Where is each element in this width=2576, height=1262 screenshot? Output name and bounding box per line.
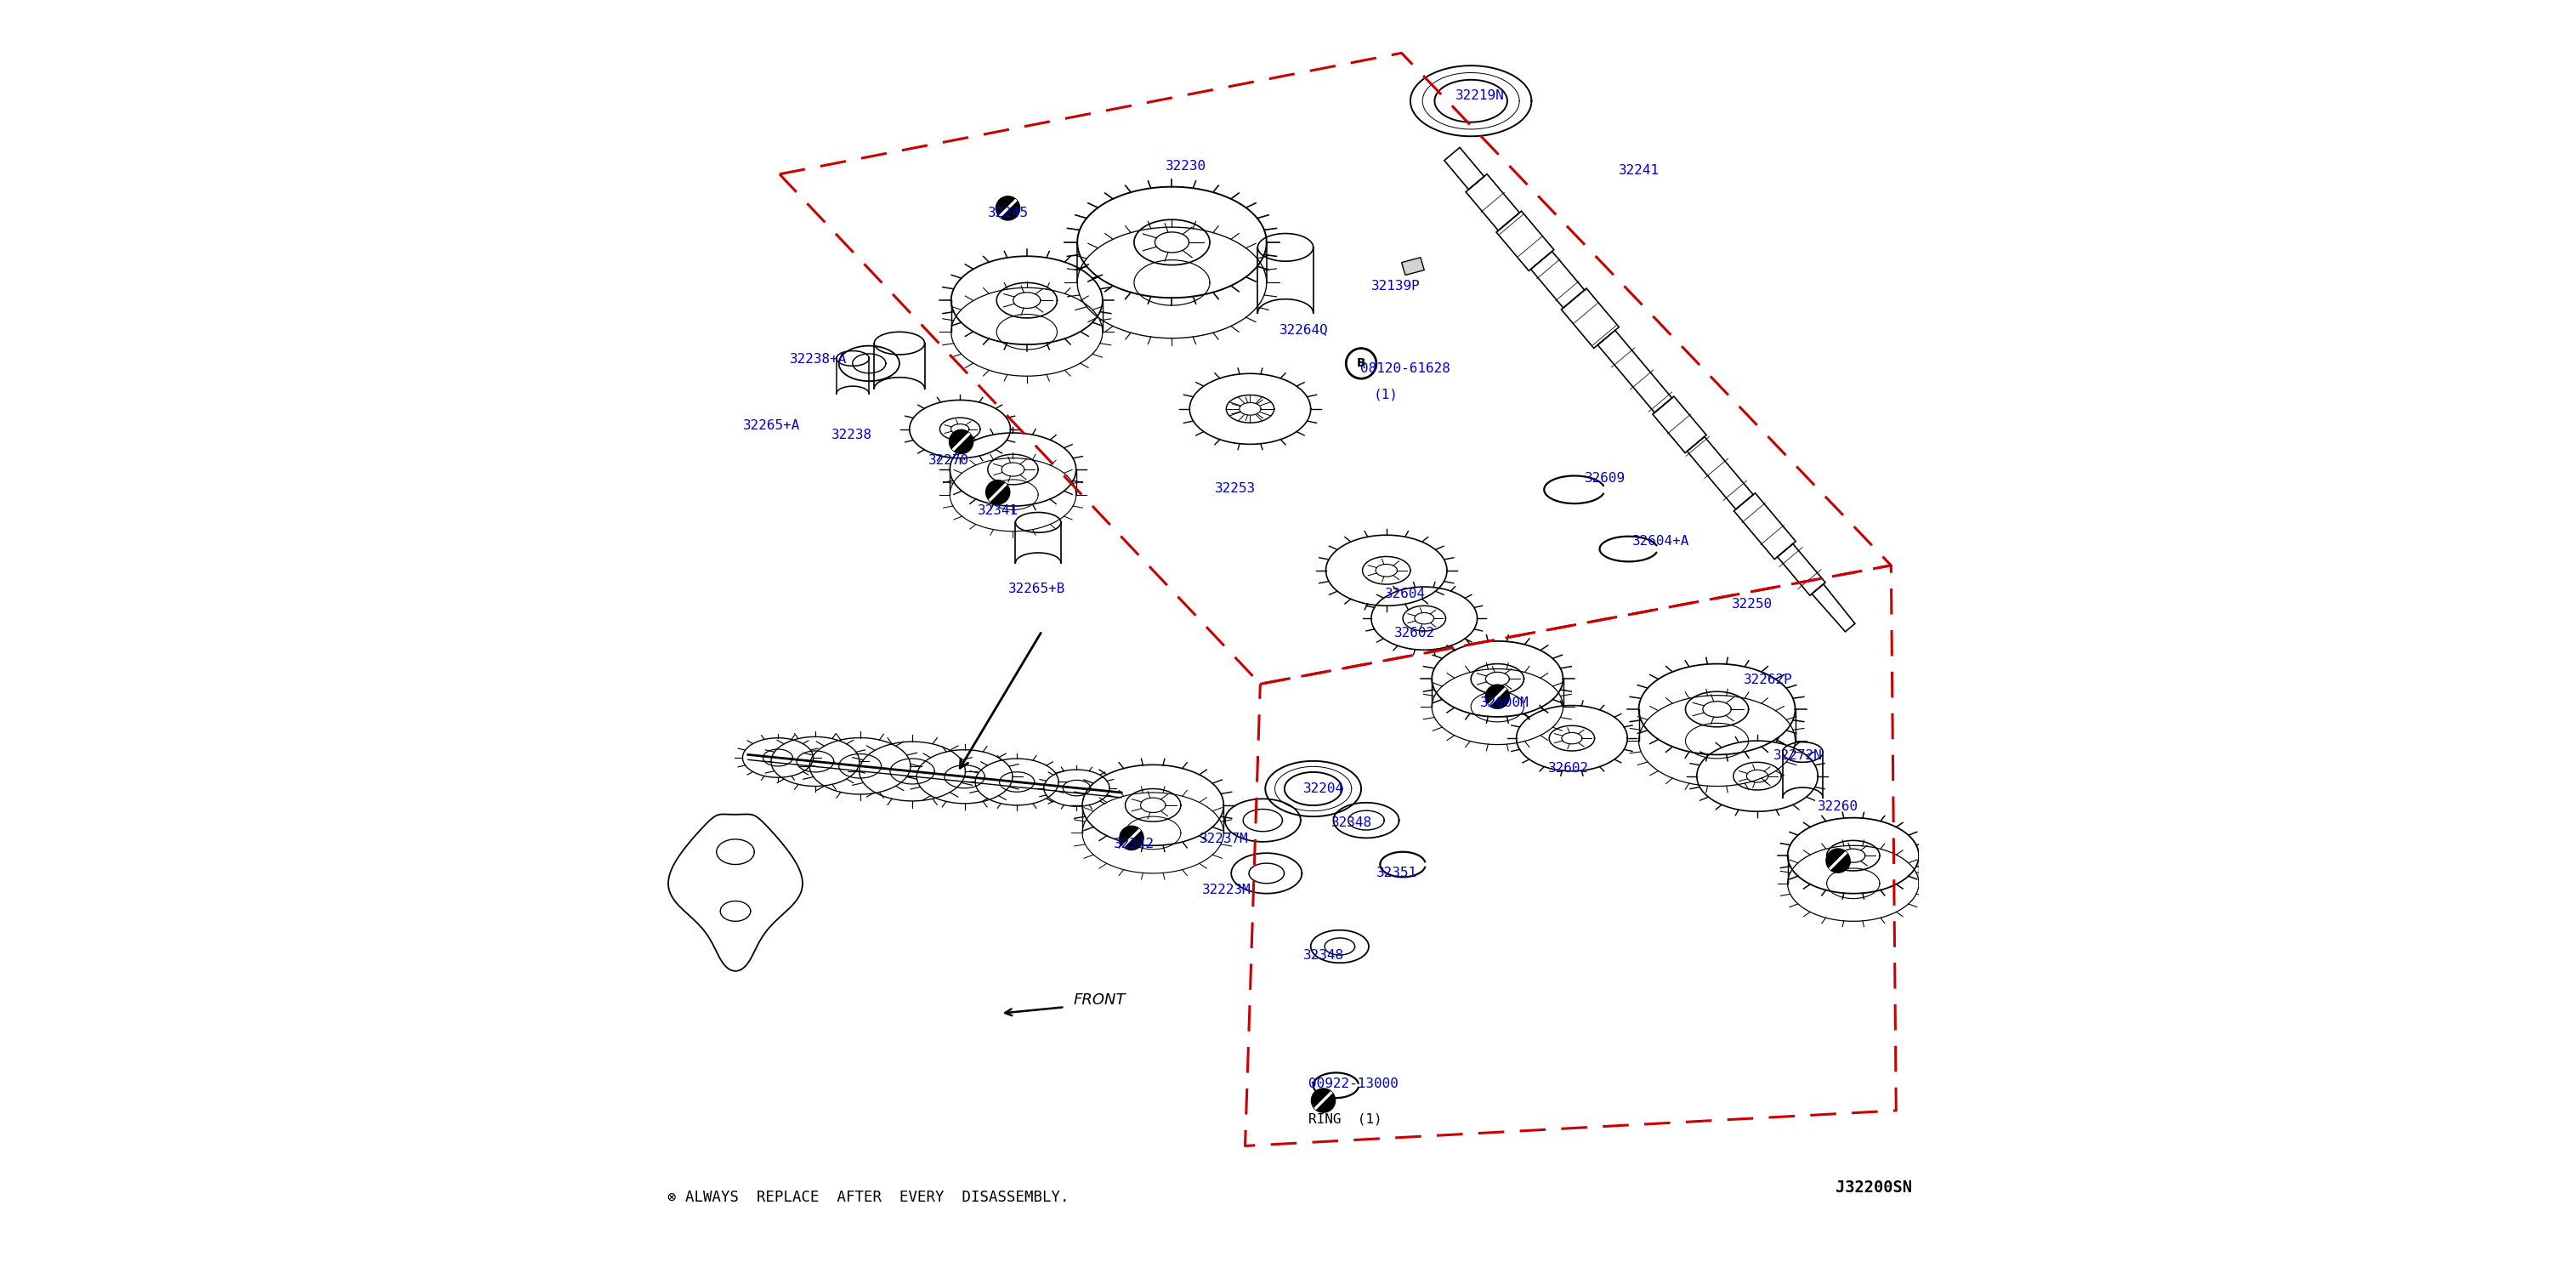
Text: 32264Q: 32264Q bbox=[1280, 323, 1329, 336]
Text: 32260: 32260 bbox=[1819, 800, 1860, 813]
Text: 32604+A: 32604+A bbox=[1633, 535, 1690, 548]
Text: 32219N: 32219N bbox=[1455, 90, 1504, 102]
Text: 32348: 32348 bbox=[1303, 949, 1345, 962]
Circle shape bbox=[997, 197, 1020, 220]
Text: 32139P: 32139P bbox=[1370, 280, 1419, 293]
Text: 32230: 32230 bbox=[1164, 160, 1206, 173]
Text: J32200SN: J32200SN bbox=[1837, 1180, 1911, 1196]
Text: RING  (1): RING (1) bbox=[1309, 1113, 1381, 1126]
Text: (1): (1) bbox=[1373, 389, 1399, 401]
Text: 32262P: 32262P bbox=[1744, 674, 1793, 687]
Text: 32342: 32342 bbox=[1113, 838, 1154, 851]
Text: 32341: 32341 bbox=[979, 505, 1018, 517]
Text: 32238+A: 32238+A bbox=[791, 353, 848, 366]
Text: 32348: 32348 bbox=[1332, 817, 1373, 829]
Text: 32204: 32204 bbox=[1303, 782, 1345, 795]
Text: 32602: 32602 bbox=[1548, 762, 1589, 775]
Text: 32223M: 32223M bbox=[1203, 883, 1252, 896]
Text: 00922-13000: 00922-13000 bbox=[1309, 1078, 1399, 1090]
Circle shape bbox=[1486, 684, 1510, 708]
Circle shape bbox=[1311, 1088, 1334, 1113]
Text: 32265+A: 32265+A bbox=[742, 419, 801, 432]
Text: ⊗ ALWAYS  REPLACE  AFTER  EVERY  DISASSEMBLY.: ⊗ ALWAYS REPLACE AFTER EVERY DISASSEMBLY… bbox=[667, 1190, 1069, 1205]
Circle shape bbox=[987, 480, 1010, 504]
Text: 32237M: 32237M bbox=[1200, 833, 1249, 846]
Text: 32272N: 32272N bbox=[1775, 750, 1824, 762]
Text: 32609: 32609 bbox=[1584, 472, 1625, 485]
Text: B: B bbox=[1358, 357, 1365, 370]
Text: 32250: 32250 bbox=[1731, 598, 1772, 611]
Text: 08120-61628: 08120-61628 bbox=[1360, 362, 1450, 375]
Text: FRONT: FRONT bbox=[1074, 993, 1126, 1008]
Text: 32600M: 32600M bbox=[1479, 697, 1530, 709]
Text: 32265+B: 32265+B bbox=[1007, 583, 1066, 596]
Text: 32241: 32241 bbox=[1618, 164, 1659, 177]
Circle shape bbox=[948, 429, 974, 453]
Text: 32238: 32238 bbox=[832, 429, 873, 442]
Text: 32604: 32604 bbox=[1386, 588, 1427, 601]
Text: 32270: 32270 bbox=[927, 454, 969, 467]
Text: 32245: 32245 bbox=[987, 207, 1028, 220]
Text: 32602: 32602 bbox=[1394, 627, 1435, 640]
Circle shape bbox=[1121, 825, 1144, 851]
Text: 32351: 32351 bbox=[1376, 867, 1417, 880]
Circle shape bbox=[1826, 848, 1850, 873]
Polygon shape bbox=[1401, 257, 1425, 275]
Text: 32253: 32253 bbox=[1216, 482, 1255, 495]
